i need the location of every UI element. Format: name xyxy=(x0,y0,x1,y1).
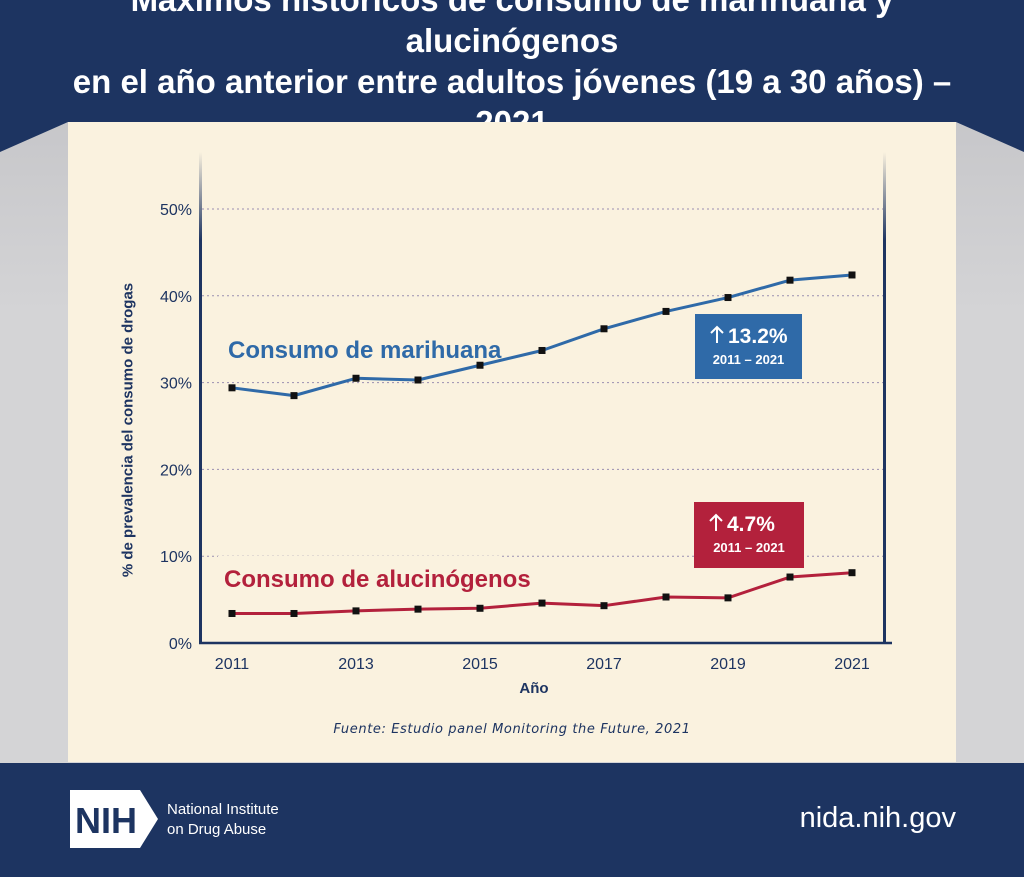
data-point xyxy=(662,593,670,601)
data-point xyxy=(290,609,298,617)
data-point xyxy=(476,604,484,612)
data-point xyxy=(476,361,484,369)
footer-bar xyxy=(0,763,1024,877)
badge-change-value: 4.7% xyxy=(727,513,775,536)
institute-name-line-1: National Institute xyxy=(167,801,279,818)
series-label-alucinogenos: Consumo de alucinógenos xyxy=(224,566,531,593)
badge-box xyxy=(695,314,802,379)
right-fold-shadow xyxy=(956,122,1024,152)
data-point xyxy=(228,609,236,617)
nih-logo[interactable]: NIH xyxy=(68,789,160,849)
data-point xyxy=(600,602,608,610)
y-tick-label: 10% xyxy=(160,549,192,566)
institute-name-line-2: on Drug Abuse xyxy=(167,821,267,838)
y-axis-title-wrap: % de prevalencia del consumo de drogas xyxy=(104,240,152,620)
data-point xyxy=(662,307,670,315)
change-badges: 13.2% 2011 – 2021 4.7% 2011 – 2021 xyxy=(694,314,804,568)
series-lines: Consumo de marihuana Consumo de alucinóge… xyxy=(218,271,856,617)
x-tick-label: 2019 xyxy=(710,656,746,673)
data-point xyxy=(228,384,236,392)
arrow-up-icon xyxy=(709,513,723,531)
left-fold-shadow xyxy=(0,122,68,152)
y-tick-label: 30% xyxy=(160,376,192,393)
x-tick-label: 2013 xyxy=(338,656,374,673)
series-label-bg xyxy=(218,556,501,598)
data-point xyxy=(290,392,298,400)
y-tick-label: 0% xyxy=(169,636,192,653)
data-point xyxy=(786,276,794,284)
right-margin xyxy=(956,122,1024,762)
x-tick-label: 2015 xyxy=(462,656,498,673)
line-chart: 0%10%20%30%40%50% 2011 2013 2015 2017 2019 20… xyxy=(160,152,892,697)
x-tick-label: 2021 xyxy=(834,656,870,673)
grid-lines xyxy=(202,208,883,557)
title-line-1: Máximos históricos de consumo de marihua… xyxy=(131,0,894,59)
x-tick-label: 2011 xyxy=(215,656,250,673)
data-point xyxy=(848,271,856,279)
x-tick-label: 2017 xyxy=(586,656,622,673)
data-point xyxy=(600,325,608,333)
source-note: Fuente: Estudio panel Monitoring the Fut… xyxy=(333,722,691,737)
nih-logo-text: NIH xyxy=(75,800,137,841)
data-point xyxy=(538,599,546,607)
badge-change-value: 13.2% xyxy=(728,325,788,348)
y-axis-line xyxy=(199,152,202,644)
right-axis-line xyxy=(883,152,886,644)
y-tick-label: 20% xyxy=(160,462,192,479)
badge-period: 2011 – 2021 xyxy=(713,352,785,367)
website-link[interactable]: nida.nih.gov xyxy=(799,802,956,834)
data-point xyxy=(414,376,422,384)
data-point xyxy=(352,374,360,382)
data-point xyxy=(724,294,732,302)
data-point xyxy=(724,594,732,602)
data-point xyxy=(352,607,360,615)
data-point xyxy=(848,569,856,577)
data-point xyxy=(786,573,794,581)
header-banner: Máximos históricos de consumo de marihua… xyxy=(0,0,1024,141)
y-axis-title: % de prevalencia del consumo de drogas xyxy=(119,282,137,578)
chart-panel xyxy=(68,122,956,762)
institute-name: National Institute on Drug Abuse xyxy=(167,800,279,840)
y-tick-labels: 0% 10% 20% 30% 40% 50% xyxy=(160,202,192,653)
change-badge-marihuana: 13.2% 2011 – 2021 xyxy=(695,314,802,379)
left-margin xyxy=(0,122,68,762)
badge-period: 2011 – 2021 xyxy=(713,540,785,555)
y-tick-label: 50% xyxy=(160,202,192,219)
x-tick-labels: 2011 2013 2015 2017 2019 2021 xyxy=(215,656,870,673)
y-tick-label: 40% xyxy=(160,289,192,306)
data-point xyxy=(414,605,422,613)
arrow-up-icon xyxy=(710,325,724,343)
change-badge-alucinogenos: 4.7% 2011 – 2021 xyxy=(694,502,804,568)
data-point xyxy=(538,346,546,354)
badge-box xyxy=(694,502,804,568)
x-axis-title: Año xyxy=(519,680,548,697)
series-label-marihuana: Consumo de marihuana xyxy=(228,337,502,364)
